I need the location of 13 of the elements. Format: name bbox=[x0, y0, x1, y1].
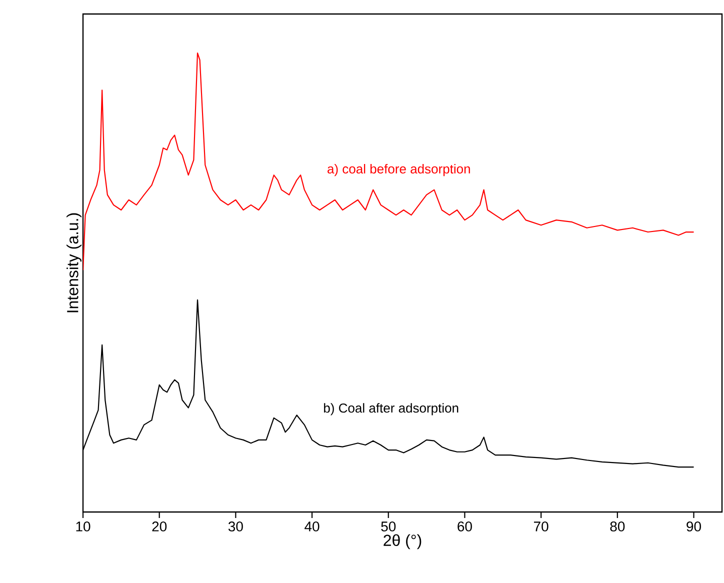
x-tick-label: 10 bbox=[76, 522, 90, 532]
x-tick-label: 60 bbox=[458, 522, 472, 532]
series-label: a) coal before adsorption bbox=[328, 164, 470, 176]
x-tick-label: 90 bbox=[686, 522, 701, 532]
x-tick-label: 40 bbox=[304, 522, 320, 532]
series-label: b) Coal after adsorption bbox=[324, 403, 458, 416]
x-tick-label: 70 bbox=[534, 522, 548, 532]
x-tick-label: 80 bbox=[610, 522, 625, 532]
x-axis-title: 2θ (°) bbox=[384, 534, 422, 550]
x-tick-label: 30 bbox=[228, 522, 243, 532]
x-tick-label: 20 bbox=[152, 522, 167, 532]
y-axis-title: Intensity (a.u.) bbox=[66, 213, 82, 312]
x-tick-label: 50 bbox=[381, 522, 396, 532]
